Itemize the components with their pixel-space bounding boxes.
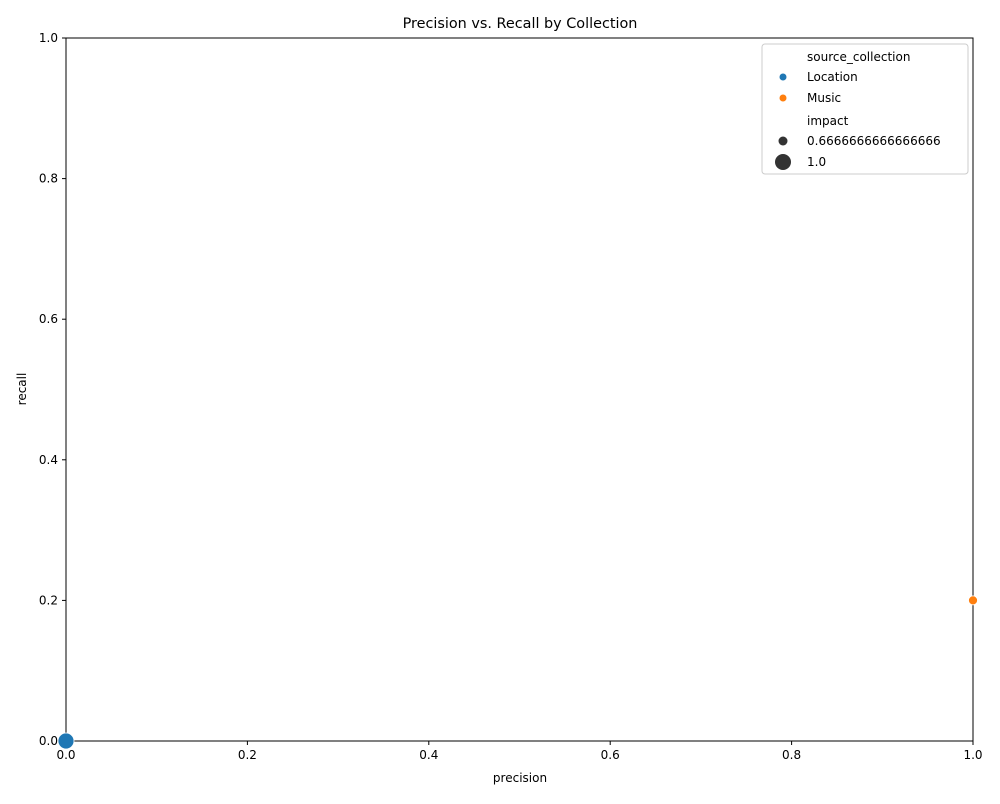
x-axis-label: precision — [493, 771, 547, 785]
y-axis-ticks: 0.0 0.2 0.4 0.6 0.8 1.0 — [39, 31, 66, 748]
legend-size-title: impact — [807, 114, 849, 128]
legend-label-music: Music — [807, 91, 841, 105]
legend-label-location: Location — [807, 70, 858, 84]
legend: source_collection impact Location Music 0.… — [761, 43, 969, 175]
x-axis-ticks: 0.0 0.2 0.4 0.6 0.8 1.0 — [56, 741, 983, 762]
y-tick-label: 0.4 — [39, 453, 58, 467]
y-tick-label: 1.0 — [39, 31, 58, 45]
y-tick-label: 0.6 — [39, 312, 58, 326]
y-tick-label: 0.2 — [39, 593, 58, 607]
legend-hue-title: source_collection — [807, 50, 910, 64]
data-point-music — [968, 595, 978, 606]
data-points — [57, 595, 978, 750]
y-axis-label: recall — [15, 373, 29, 406]
y-tick-label: 0.0 — [39, 734, 58, 748]
chart-title: Precision vs. Recall by Collection — [403, 16, 638, 32]
legend-marker-location — [779, 73, 787, 81]
legend-size-marker — [778, 136, 788, 146]
legend-size-label: 0.6666666666666666 — [807, 134, 941, 148]
x-tick-label: 0.6 — [601, 748, 620, 762]
x-tick-label: 0.0 — [56, 748, 75, 762]
legend-size-label: 1.0 — [807, 155, 826, 169]
x-tick-label: 0.8 — [782, 748, 801, 762]
legend-marker-music — [779, 94, 787, 102]
x-tick-label: 1.0 — [963, 748, 982, 762]
x-tick-label: 0.2 — [238, 748, 257, 762]
legend-frame — [761, 43, 969, 175]
plot-area — [65, 37, 974, 742]
x-tick-label: 0.4 — [419, 748, 438, 762]
legend-size-marker — [775, 154, 791, 170]
plot-frame — [65, 37, 974, 742]
y-tick-label: 0.8 — [39, 172, 58, 186]
data-point-location — [57, 732, 75, 750]
